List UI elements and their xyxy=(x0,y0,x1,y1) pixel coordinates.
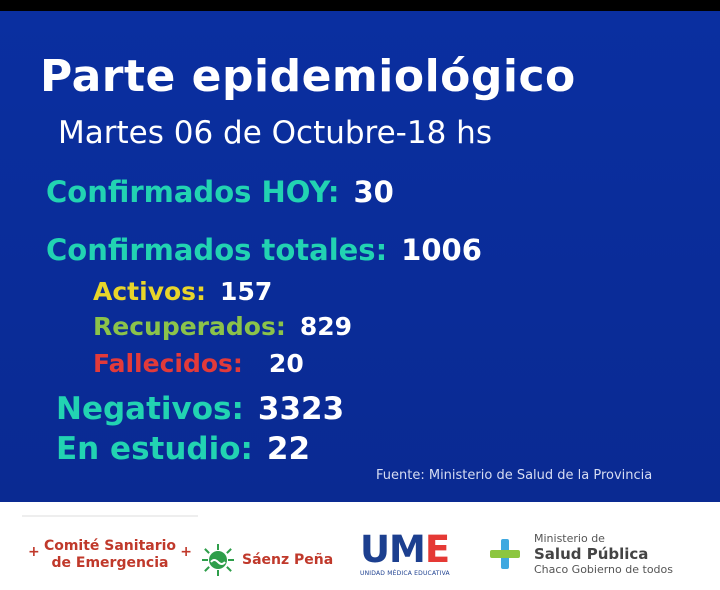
page-title: Parte epidemiológico xyxy=(40,51,576,102)
source-note: Fuente: Ministerio de Salud de la Provin… xyxy=(376,468,653,483)
cross-icon: + xyxy=(180,544,192,560)
ministerio-line3: Chaco Gobierno de todos xyxy=(534,563,673,576)
sun-emblem-icon xyxy=(202,544,234,576)
stat-negativos: Negativos: 3323 xyxy=(56,391,344,427)
stat-confirmados-hoy: Confirmados HOY: 30 xyxy=(46,175,394,209)
date-subtitle: Martes 06 de Octubre-18 hs xyxy=(58,115,492,151)
saenz-pena-text: Sáenz Peña xyxy=(242,552,334,568)
divider xyxy=(22,515,198,517)
ume-wordmark: UME xyxy=(360,531,460,568)
ume-logo: UME UNIDAD MÉDICA EDUCATIVA xyxy=(360,531,460,577)
report-panel: Parte epidemiológico Martes 06 de Octubr… xyxy=(0,11,720,502)
stat-label: Confirmados totales: xyxy=(46,233,388,267)
ume-tail: E xyxy=(424,528,450,571)
stat-value: 30 xyxy=(353,175,394,209)
cross-icon: + xyxy=(28,544,40,560)
stat-fallecidos: Fallecidos: 20 xyxy=(93,349,304,378)
stat-value: 157 xyxy=(220,277,273,306)
stat-label: Confirmados HOY: xyxy=(46,175,340,209)
stat-value: 1006 xyxy=(401,233,482,267)
saenz-pena-logo: Sáenz Peña xyxy=(200,542,333,578)
stat-value: 829 xyxy=(299,312,353,341)
stat-label: Recuperados: xyxy=(93,312,286,341)
stat-label: En estudio: xyxy=(56,431,253,467)
stat-label: Activos: xyxy=(93,277,207,306)
stat-activos: Activos: 157 xyxy=(93,277,272,306)
stat-label: Fallecidos: xyxy=(93,349,243,378)
stat-confirmados-totales: Confirmados totales: 1006 xyxy=(46,233,482,267)
ministerio-line1: Ministerio de xyxy=(534,532,605,545)
footer-logos: + Comité Sanitario de Emergencia + Sáenz… xyxy=(0,502,720,590)
ume-main: UM xyxy=(360,528,426,571)
comite-line2: de Emergencia xyxy=(51,555,169,571)
ministerio-line2: Salud Pública xyxy=(534,545,649,563)
stat-value: 20 xyxy=(268,349,304,378)
top-border xyxy=(0,0,720,11)
stat-value: 22 xyxy=(266,431,311,467)
comite-logo: + Comité Sanitario de Emergencia + xyxy=(28,538,192,572)
stat-recuperados: Recuperados: 829 xyxy=(93,312,352,341)
health-cross-icon xyxy=(490,539,520,569)
ministerio-logo: Ministerio de Salud Pública Chaco Gobier… xyxy=(488,532,673,576)
stat-en-estudio: En estudio: 22 xyxy=(56,431,310,467)
comite-line1: Comité Sanitario xyxy=(43,538,177,554)
stat-value: 3323 xyxy=(257,391,345,427)
stat-label: Negativos: xyxy=(56,391,244,427)
ume-subtitle: UNIDAD MÉDICA EDUCATIVA xyxy=(360,570,450,577)
